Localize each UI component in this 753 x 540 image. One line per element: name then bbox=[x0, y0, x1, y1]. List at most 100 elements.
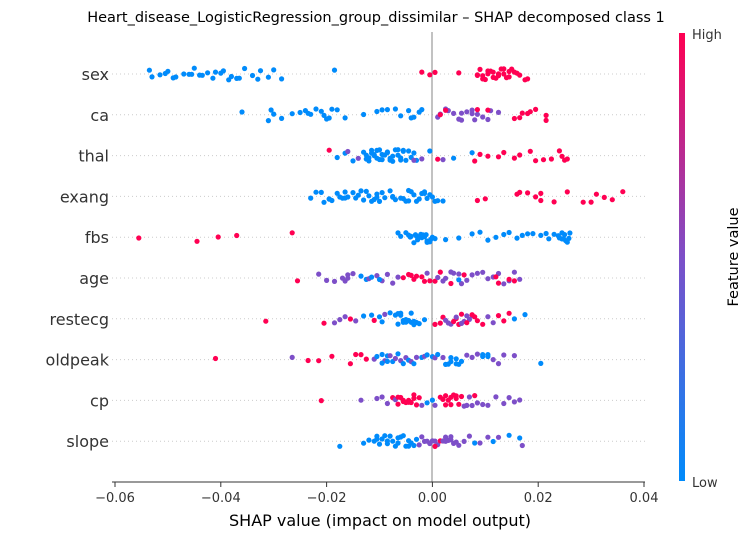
point-slope bbox=[461, 438, 467, 444]
point-restecg bbox=[376, 314, 383, 320]
point-ca bbox=[308, 111, 314, 117]
point-oldpeak bbox=[411, 361, 417, 367]
point-age bbox=[517, 276, 523, 282]
point-slope bbox=[519, 442, 525, 449]
point-fbs bbox=[546, 236, 552, 242]
point-age bbox=[485, 276, 491, 282]
point-slope bbox=[448, 434, 454, 440]
point-fbs bbox=[538, 232, 544, 238]
point-restecg bbox=[263, 318, 269, 324]
point-cp bbox=[413, 402, 420, 408]
point-thal bbox=[384, 149, 390, 155]
point-exang bbox=[435, 198, 441, 204]
point-slope bbox=[416, 442, 422, 448]
point-exang bbox=[593, 191, 600, 197]
point-restecg bbox=[395, 321, 401, 327]
point-restecg bbox=[480, 321, 486, 327]
point-slope bbox=[413, 436, 420, 442]
point-thal bbox=[559, 153, 565, 159]
point-fbs bbox=[289, 230, 295, 236]
point-ca bbox=[411, 114, 417, 120]
point-sex bbox=[220, 68, 226, 74]
point-ca bbox=[474, 111, 480, 117]
point-exang bbox=[355, 192, 361, 198]
point-fbs bbox=[485, 237, 491, 243]
point-restecg bbox=[321, 320, 327, 326]
point-age bbox=[448, 269, 454, 275]
point-ca bbox=[419, 107, 425, 113]
point-cp bbox=[395, 401, 401, 407]
point-age bbox=[461, 272, 467, 278]
point-thal bbox=[533, 158, 539, 164]
point-slope bbox=[406, 438, 412, 444]
point-fbs bbox=[561, 236, 567, 242]
point-cp bbox=[424, 400, 430, 406]
point-age bbox=[506, 276, 512, 282]
point-sex bbox=[279, 76, 285, 82]
point-fbs bbox=[514, 235, 520, 241]
point-oldpeak bbox=[363, 356, 369, 362]
point-cp bbox=[506, 395, 512, 401]
point-fbs bbox=[407, 234, 413, 240]
point-sex bbox=[205, 70, 211, 76]
point-sex bbox=[157, 72, 163, 78]
point-oldpeak bbox=[305, 357, 311, 364]
point-ca bbox=[451, 110, 457, 116]
x-tick-label: 0.04 bbox=[630, 491, 659, 506]
point-sex bbox=[427, 72, 433, 78]
x-tick-label: −0.06 bbox=[95, 491, 135, 506]
point-restecg bbox=[485, 314, 491, 320]
point-ca bbox=[289, 111, 295, 117]
point-exang bbox=[588, 199, 594, 205]
point-exang bbox=[416, 196, 422, 202]
point-ca bbox=[406, 108, 412, 114]
point-cp bbox=[429, 397, 435, 403]
point-ca bbox=[379, 107, 385, 113]
point-thal bbox=[517, 152, 523, 158]
point-age bbox=[437, 269, 443, 275]
point-fbs bbox=[493, 234, 499, 240]
point-age bbox=[376, 276, 383, 283]
point-fbs bbox=[136, 235, 142, 241]
point-age bbox=[511, 269, 517, 275]
point-ca bbox=[239, 109, 245, 115]
point-fbs bbox=[559, 230, 565, 236]
point-oldpeak bbox=[453, 356, 459, 362]
point-slope bbox=[382, 433, 388, 439]
point-slope bbox=[477, 440, 483, 446]
point-age bbox=[419, 274, 425, 280]
point-fbs bbox=[215, 234, 221, 240]
point-age bbox=[493, 274, 499, 280]
point-fbs bbox=[525, 231, 531, 237]
point-thal bbox=[379, 157, 385, 163]
point-thal bbox=[472, 158, 478, 164]
point-exang bbox=[533, 194, 539, 200]
point-slope bbox=[432, 438, 438, 444]
point-ca bbox=[265, 118, 271, 124]
point-slope bbox=[432, 443, 438, 449]
point-fbs bbox=[411, 240, 417, 246]
point-sex bbox=[501, 71, 507, 77]
point-thal bbox=[556, 148, 563, 154]
point-sex bbox=[210, 75, 216, 81]
point-sex bbox=[331, 67, 338, 73]
point-fbs bbox=[432, 236, 438, 242]
point-exang bbox=[350, 190, 356, 196]
point-fbs bbox=[519, 232, 525, 238]
point-restecg bbox=[387, 310, 393, 316]
point-oldpeak bbox=[538, 360, 544, 366]
point-exang bbox=[440, 198, 446, 204]
point-restecg bbox=[432, 321, 438, 327]
point-slope bbox=[384, 438, 390, 444]
colorbar-high-label: High bbox=[692, 28, 722, 43]
point-thal bbox=[350, 158, 356, 164]
point-ca bbox=[326, 115, 332, 121]
point-oldpeak bbox=[347, 361, 353, 367]
feature-label-ca: ca bbox=[90, 106, 109, 125]
point-restecg bbox=[522, 312, 528, 318]
point-thal bbox=[387, 155, 393, 161]
point-cp bbox=[458, 393, 465, 400]
point-cp bbox=[517, 397, 523, 403]
point-restecg bbox=[395, 311, 401, 317]
point-oldpeak bbox=[374, 353, 380, 360]
